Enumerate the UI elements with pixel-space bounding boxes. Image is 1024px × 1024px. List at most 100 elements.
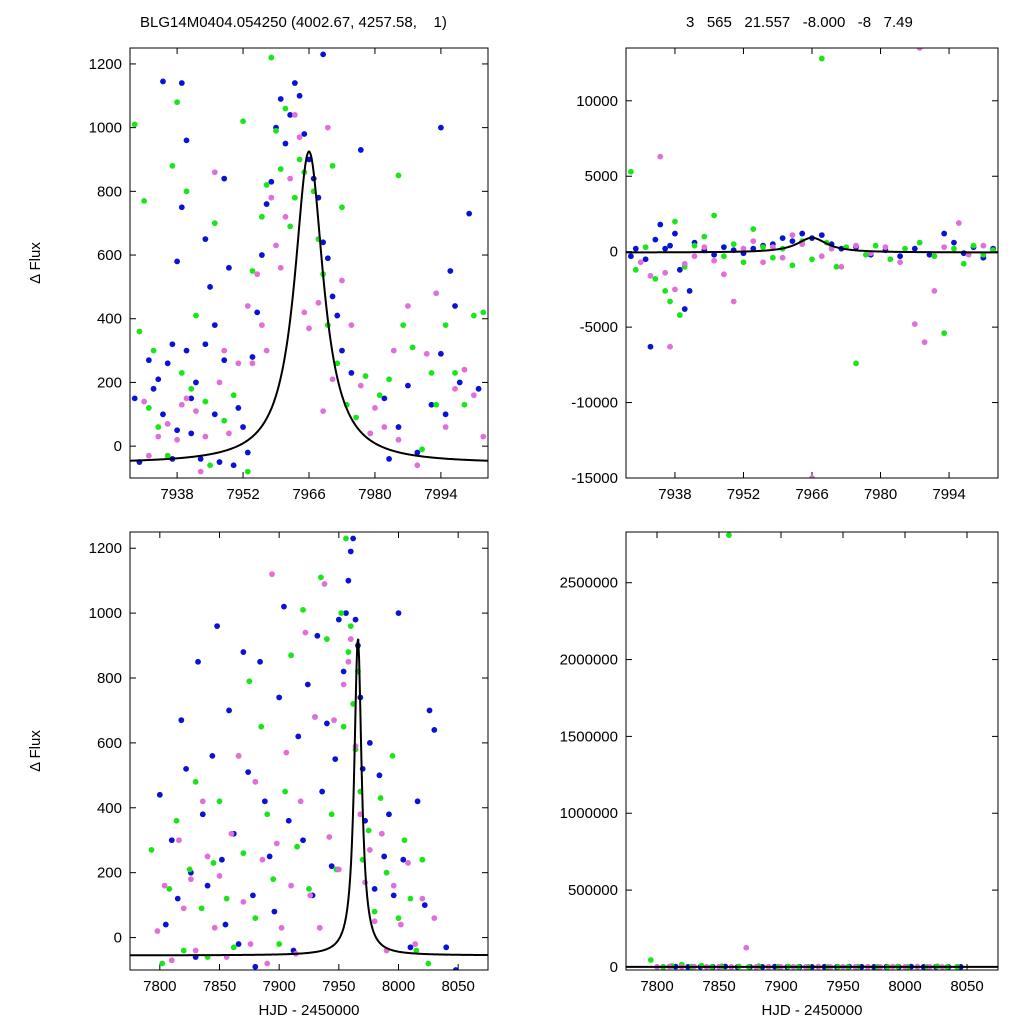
- data-point-blue: [244, 449, 251, 456]
- data-point-blue: [324, 720, 330, 727]
- data-point-blue: [662, 245, 669, 252]
- data-point-magenta: [405, 303, 411, 309]
- data-point-blue: [329, 293, 336, 300]
- data-point-magenta: [348, 322, 355, 329]
- data-point-green: [180, 947, 187, 954]
- data-point-green: [324, 636, 330, 642]
- data-point-magenta: [720, 271, 727, 278]
- data-point-green: [186, 866, 193, 873]
- data-point-green: [750, 226, 757, 232]
- data-point-blue: [199, 811, 206, 818]
- data-point-blue: [897, 253, 904, 260]
- data-point-green: [862, 251, 869, 258]
- data-point-green: [345, 649, 352, 655]
- data-point-magenta: [291, 111, 298, 118]
- data-point-green: [294, 843, 300, 850]
- data-point-magenta: [180, 905, 187, 912]
- y-tick-label: 200: [97, 374, 122, 391]
- data-point-magenta: [168, 957, 175, 964]
- x-tick-label: 7952: [727, 486, 760, 503]
- data-point-blue: [160, 411, 166, 418]
- data-point-magenta: [240, 898, 247, 905]
- data-point-magenta: [769, 244, 776, 251]
- data-point-green: [916, 239, 923, 246]
- y-tick-label: 1000000: [560, 805, 618, 822]
- data-point-magenta: [307, 892, 314, 899]
- data-point-green: [818, 55, 825, 62]
- data-point-green: [291, 194, 298, 201]
- data-point-magenta: [760, 259, 766, 266]
- data-point-green: [428, 369, 435, 376]
- data-point-magenta: [302, 629, 309, 636]
- data-point-blue: [202, 341, 209, 348]
- data-point-blue: [779, 235, 786, 242]
- panel-top-left: 7938 7952 7966 7980 7994 0 200 400 600 800 1000 120…: [27, 47, 489, 503]
- data-point-green: [277, 166, 284, 172]
- data-point-green: [244, 468, 251, 475]
- data-point-magenta: [145, 452, 152, 459]
- data-point-blue: [145, 357, 152, 364]
- model-curve: [626, 236, 998, 254]
- data-point-magenta: [324, 124, 331, 131]
- data-point-green: [159, 960, 166, 967]
- data-point-blue: [188, 395, 195, 402]
- data-point-blue: [183, 347, 190, 354]
- data-point-blue: [301, 131, 308, 137]
- data-layer: [130, 535, 488, 970]
- data-point-magenta: [838, 263, 845, 270]
- data-point-blue: [348, 369, 355, 376]
- data-point-green: [442, 322, 449, 329]
- model-curve: [130, 638, 488, 957]
- x-tick-label: 8050: [950, 978, 983, 995]
- data-point-magenta: [743, 944, 750, 951]
- data-point-green: [340, 723, 347, 730]
- data-point-green: [296, 156, 303, 163]
- data-point-green: [353, 414, 360, 421]
- y-tick-label: 800: [97, 183, 122, 200]
- data-point-magenta: [277, 264, 284, 271]
- data-point-magenta: [278, 924, 285, 931]
- data-point-blue: [221, 175, 228, 182]
- data-point-green: [667, 298, 673, 305]
- x-tick-label: 7966: [292, 486, 325, 503]
- data-point-blue: [711, 251, 718, 258]
- data-point-magenta: [931, 288, 938, 294]
- data-point-green: [931, 253, 938, 260]
- data-point-green: [300, 606, 306, 613]
- data-point-blue: [202, 236, 209, 243]
- data-point-green: [419, 856, 426, 863]
- data-point-blue: [332, 756, 339, 763]
- data-point-blue: [178, 204, 185, 211]
- data-point-blue: [216, 459, 223, 465]
- x-axis-label: HJD - 2450000: [259, 1002, 360, 1019]
- data-point-green: [288, 652, 294, 659]
- data-point-blue: [443, 944, 450, 951]
- data-point-blue: [340, 668, 347, 675]
- y-tick-label: 2500000: [560, 575, 618, 592]
- data-point-green: [809, 256, 815, 263]
- data-point-green: [211, 220, 218, 227]
- data-point-green: [207, 462, 213, 469]
- y-tick-label: 400: [97, 311, 122, 328]
- data-point-blue: [750, 245, 757, 252]
- data-point-magenta: [282, 213, 289, 220]
- data-point-magenta: [916, 48, 923, 51]
- data-point-magenta: [442, 424, 449, 430]
- y-tick-label: 1200: [89, 56, 122, 73]
- data-point-magenta: [335, 866, 342, 873]
- data-point-blue: [168, 837, 175, 844]
- data-point-magenta: [397, 921, 404, 928]
- data-point-green: [960, 260, 967, 267]
- data-point-blue: [347, 548, 354, 555]
- y-tick-label: 200: [97, 865, 122, 882]
- data-point-green: [425, 960, 432, 967]
- y-tick-label: 1000: [89, 120, 122, 137]
- data-point-magenta: [204, 853, 211, 860]
- data-point-blue: [357, 147, 364, 153]
- data-point-magenta: [431, 915, 438, 921]
- x-tick-label: 8050: [441, 978, 474, 995]
- data-point-magenta: [288, 882, 294, 889]
- data-point-green: [720, 253, 727, 260]
- data-point-magenta: [216, 379, 223, 386]
- data-point-blue: [197, 455, 204, 462]
